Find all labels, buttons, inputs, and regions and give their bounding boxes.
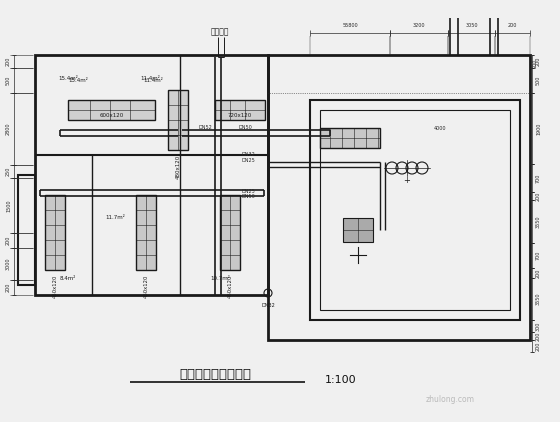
Text: 11.4m²: 11.4m²	[140, 76, 160, 81]
Bar	[320, 128, 380, 148]
Bar	[18, 175, 35, 285]
Text: 1:100: 1:100	[325, 375, 357, 385]
Text: 500: 500	[536, 76, 541, 85]
Text: 3200: 3200	[413, 23, 425, 28]
Bar	[220, 195, 240, 270]
Text: 11.7m²: 11.7m²	[105, 214, 125, 219]
Text: 250: 250	[6, 167, 11, 176]
Text: 10.7m²: 10.7m²	[210, 276, 230, 281]
Text: DN25: DN25	[241, 157, 255, 162]
Text: 200: 200	[508, 23, 517, 28]
Text: 3050: 3050	[465, 23, 478, 28]
Text: 3000: 3000	[6, 258, 11, 270]
Bar	[168, 90, 188, 150]
Text: 11.4m²: 11.4m²	[143, 78, 163, 82]
Bar	[215, 100, 265, 120]
Text: 200: 200	[536, 341, 541, 351]
Bar	[68, 100, 155, 120]
Text: DN50: DN50	[241, 194, 255, 198]
Bar	[268, 55, 530, 340]
Text: +: +	[404, 176, 410, 184]
Text: 55800: 55800	[342, 23, 358, 28]
Text: 3550: 3550	[536, 215, 541, 228]
Bar	[310, 100, 520, 320]
Text: 460x120: 460x120	[227, 275, 232, 298]
Text: 300: 300	[536, 321, 541, 331]
Text: 4000: 4000	[434, 125, 446, 130]
Text: DN25: DN25	[241, 189, 255, 194]
Text: 会所空调及管道平面: 会所空调及管道平面	[179, 368, 251, 381]
Bar	[343, 218, 373, 242]
Text: 8.4m²: 8.4m²	[60, 276, 76, 281]
Text: 200: 200	[533, 58, 538, 68]
Text: 600x120: 600x120	[100, 113, 124, 118]
Bar	[35, 55, 268, 295]
Text: 200: 200	[6, 283, 11, 292]
Text: 720x120: 720x120	[228, 113, 252, 118]
Bar	[136, 195, 156, 270]
Text: 2800: 2800	[6, 123, 11, 135]
Text: 200: 200	[6, 57, 11, 66]
Text: DN50: DN50	[238, 124, 252, 130]
Text: 15.4m²: 15.4m²	[58, 76, 78, 81]
Text: 480x120: 480x120	[175, 155, 180, 179]
Text: 200: 200	[536, 191, 541, 201]
Text: 15.4m²: 15.4m²	[68, 78, 88, 82]
Text: 700: 700	[536, 251, 541, 260]
Bar	[45, 195, 65, 270]
Text: 200: 200	[536, 331, 541, 341]
Text: zhulong.com: zhulong.com	[426, 395, 474, 405]
Text: 450x120: 450x120	[53, 275, 58, 298]
Bar	[320, 110, 510, 310]
Text: 700: 700	[536, 173, 541, 183]
Text: 200: 200	[536, 57, 541, 66]
Text: DN52: DN52	[198, 124, 212, 130]
Text: 新风机组: 新风机组	[211, 27, 229, 36]
Text: 200: 200	[6, 236, 11, 245]
Text: 3550: 3550	[536, 293, 541, 305]
Text: 1500: 1500	[6, 199, 11, 212]
Text: 500: 500	[6, 76, 11, 85]
Text: DN32: DN32	[261, 303, 275, 308]
Text: 200: 200	[536, 268, 541, 278]
Text: DN32: DN32	[241, 152, 255, 157]
Text: 1900: 1900	[536, 122, 541, 135]
Text: 460x120: 460x120	[143, 275, 148, 298]
